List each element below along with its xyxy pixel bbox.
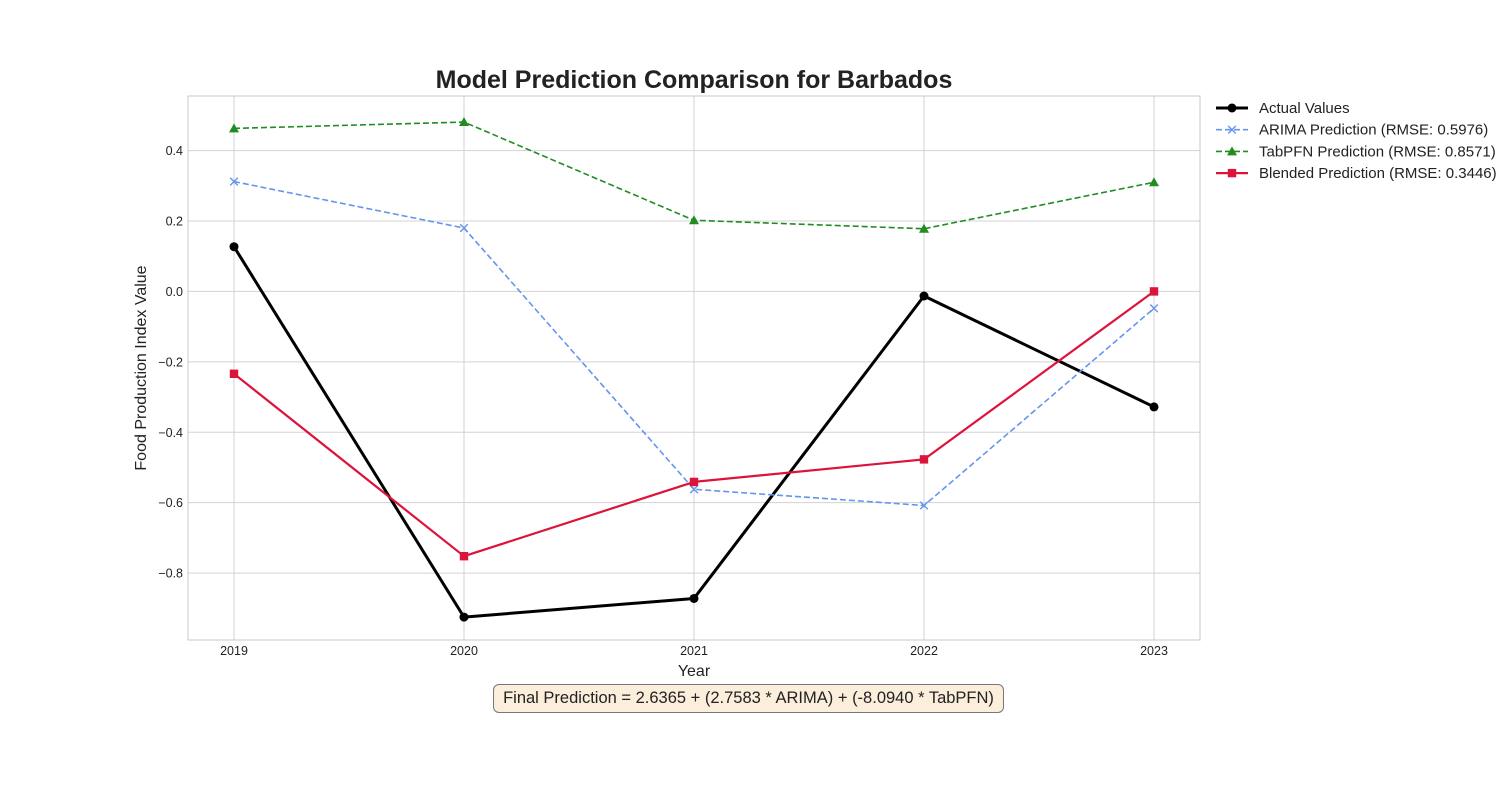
- x-tick-label: 2021: [680, 644, 708, 658]
- y-axis-label: Food Production Index Value: [133, 265, 150, 470]
- data-point: [229, 123, 239, 133]
- y-tick-label: 0.0: [166, 285, 183, 299]
- legend-item: ARIMA Prediction (RMSE: 0.5976): [1216, 122, 1488, 139]
- data-point: [459, 551, 469, 561]
- x-tick-label: 2023: [1140, 644, 1168, 658]
- legend-item: Actual Values: [1216, 100, 1350, 117]
- data-point: [229, 369, 239, 379]
- y-tick-label: −0.8: [158, 567, 183, 581]
- y-tick-label: −0.2: [158, 355, 183, 369]
- plot-area-frame: [187, 95, 1201, 641]
- data-point: [1149, 304, 1159, 313]
- data-point: [689, 477, 699, 487]
- y-tick-label: 0.4: [166, 144, 183, 158]
- formula-annotation: Final Prediction = 2.6365 + (2.7583 * AR…: [493, 684, 1004, 713]
- data-point: [459, 612, 469, 622]
- series-2: [229, 117, 1159, 233]
- data-point: [459, 117, 469, 127]
- series-layer: [229, 117, 1159, 622]
- legend-label: TabPFN Prediction (RMSE: 0.8571): [1259, 143, 1496, 160]
- data-point: [1149, 402, 1159, 412]
- chart-title: Model Prediction Comparison for Barbados: [436, 66, 953, 94]
- legend: Actual Values ARIMA Prediction (RMSE: 0.5…: [1216, 100, 1497, 182]
- data-point: [1149, 287, 1159, 296]
- legend-marker: [1227, 168, 1237, 178]
- data-point: [459, 223, 469, 233]
- y-tick-label: −0.4: [158, 426, 183, 440]
- legend-marker: [1227, 125, 1237, 134]
- x-tick-label: 2020: [450, 644, 478, 658]
- data-point: [1149, 177, 1159, 187]
- data-point: [689, 215, 699, 225]
- x-tick-label: 2019: [220, 644, 248, 658]
- data-point: [919, 455, 929, 464]
- series-1: [229, 177, 1159, 510]
- series-0: [229, 242, 1159, 622]
- legend-marker: [1227, 103, 1237, 113]
- data-point: [919, 223, 929, 233]
- legend-item: TabPFN Prediction (RMSE: 0.8571): [1216, 143, 1496, 160]
- legend-item: Blended Prediction (RMSE: 0.3446): [1216, 165, 1497, 182]
- data-point: [919, 501, 929, 510]
- series-line: [233, 180, 1155, 507]
- legend-label: Actual Values: [1259, 100, 1350, 117]
- grid-lines: [188, 96, 1200, 640]
- legend-marker: [1227, 146, 1237, 156]
- legend-label: ARIMA Prediction (RMSE: 0.5976): [1259, 122, 1488, 139]
- y-tick-label: 0.2: [166, 214, 183, 228]
- legend-label: Blended Prediction (RMSE: 0.3446): [1259, 165, 1497, 182]
- data-point: [689, 593, 699, 603]
- data-point: [229, 177, 239, 186]
- data-point: [689, 485, 699, 494]
- axis-ticks: 2019 2020 2021 2022 2023 0.4 0.2 0.0 −0.2 −0.4 −0.…: [158, 144, 1168, 658]
- series-3: [229, 287, 1159, 561]
- x-axis-label: Year: [678, 663, 711, 680]
- y-tick-label: −0.6: [158, 496, 183, 510]
- data-point: [229, 242, 239, 252]
- data-point: [919, 291, 929, 301]
- x-tick-label: 2022: [910, 644, 938, 658]
